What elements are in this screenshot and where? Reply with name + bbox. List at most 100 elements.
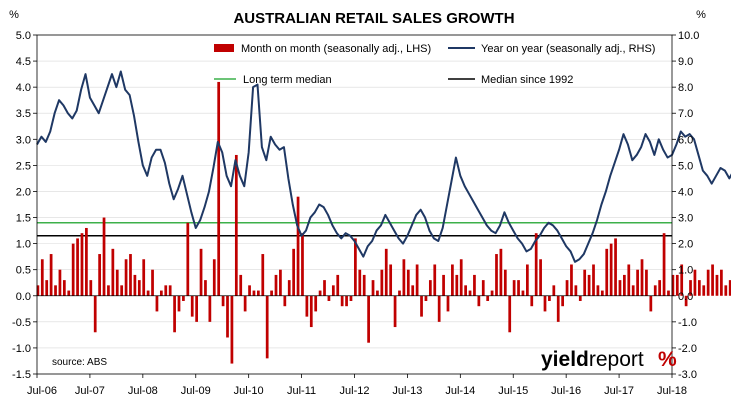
mom-bar [376,290,379,296]
mom-bar [728,280,731,296]
mom-bar [437,295,441,322]
mom-bar [107,285,110,296]
mom-bar [146,290,150,296]
left-tick-label: 1.5 [16,213,31,225]
logo-percent-icon: % [658,348,677,371]
mom-bar [574,285,578,296]
mom-bar [230,295,234,364]
reference-lines [37,222,672,237]
mom-bar [715,274,719,296]
x-tick-label: Jul-16 [551,385,581,397]
mom-bar [451,264,454,296]
mom-bar [380,269,384,296]
mom-bar [415,264,419,296]
mom-bar [340,295,344,307]
mom-bar [565,280,569,296]
mom-bar [177,295,181,312]
svg-text:yieldreport: yieldreport [541,348,644,371]
mom-bar [305,295,309,317]
right-tick-label: -2.0 [678,343,697,355]
mom-bar [724,285,728,296]
mom-bar [481,280,485,296]
plot-area-frame [36,34,673,375]
right-tick-label: -3.0 [678,369,697,381]
mom-bar [314,295,318,312]
mom-bar [221,295,225,307]
mom-bar [204,280,207,296]
mom-bar [384,248,388,296]
mom-bar [301,233,304,296]
mom-bar [649,295,653,312]
mom-bar [292,248,296,296]
legend-swatch-mom [214,44,234,52]
x-tick-label: Jul-12 [340,385,370,397]
mom-bar [503,269,507,296]
right-tick-label: -1.0 [678,317,697,329]
mom-bar [239,274,243,296]
right-tick-label: 2.0 [678,239,693,251]
legend: Month on month (seasonally adj., LHS) Ye… [214,43,655,86]
x-tick-label: Jul-17 [604,385,634,397]
legend-label-mom: Month on month (seasonally adj., LHS) [241,43,431,55]
mom-bar [570,264,573,296]
mom-bar [473,274,476,296]
mom-bar [279,269,282,296]
mom-bar [309,295,313,328]
mom-bar [367,295,370,343]
mom-bar [173,295,176,333]
x-tick-label: Jul-10 [234,385,264,397]
mom-bar [274,274,278,296]
mom-bar [446,295,450,312]
mom-bar [296,196,300,296]
mom-bar [137,280,141,296]
mom-bar [164,285,168,296]
mom-bar [706,269,710,296]
left-tick-label: 5.0 [16,30,31,42]
mom-bar [67,290,71,296]
mom-bar [195,295,198,322]
mom-bar [684,295,688,307]
mom-bar [362,274,366,296]
mom-bar [645,269,648,296]
mom-bar [583,269,587,296]
mom-bar [331,285,335,296]
right-tick-label: 4.0 [678,186,693,198]
mom-bar [111,248,115,296]
mom-bar [199,248,203,296]
mom-bar [93,295,97,333]
left-tick-label: -0.5 [12,317,31,329]
mom-bar [389,264,393,296]
mom-bar [578,295,582,301]
left-tick-label: 4.0 [16,82,31,94]
mom-bar [702,285,706,296]
mom-bar [217,81,221,296]
mom-bar [424,295,428,301]
mom-bar [658,280,662,296]
mom-bar [640,259,644,296]
left-tick-label: 0.0 [16,291,31,303]
mom-bar [155,295,159,312]
mom-bar [190,295,194,317]
mom-bar [120,285,124,296]
mom-bar [680,264,684,296]
right-tick-label: 0.0 [678,291,693,303]
mom-bar [85,227,88,296]
mom-bar [393,295,397,328]
right-tick-label: 5.0 [678,160,693,172]
mom-bar [477,295,481,307]
mom-bar [323,280,326,296]
mom-bar [697,280,701,296]
x-tick-label: Jul-18 [657,385,687,397]
left-tick-label: -1.0 [12,343,31,355]
mom-bar [459,259,463,296]
mom-bar [711,264,714,296]
mom-bar [464,285,467,296]
left-tick-label: -1.5 [12,369,31,381]
mom-bar [142,259,146,296]
x-tick-label: Jul-11 [287,385,316,397]
mom-bar [525,264,529,296]
mom-bar [287,280,291,296]
x-axis: Jul-06 Jul-07 Jul-08 Jul-09 Jul-10 Jul-11 Jul-… [27,374,687,397]
right-tick-label: 8.0 [678,82,693,94]
mom-bar [486,295,490,301]
